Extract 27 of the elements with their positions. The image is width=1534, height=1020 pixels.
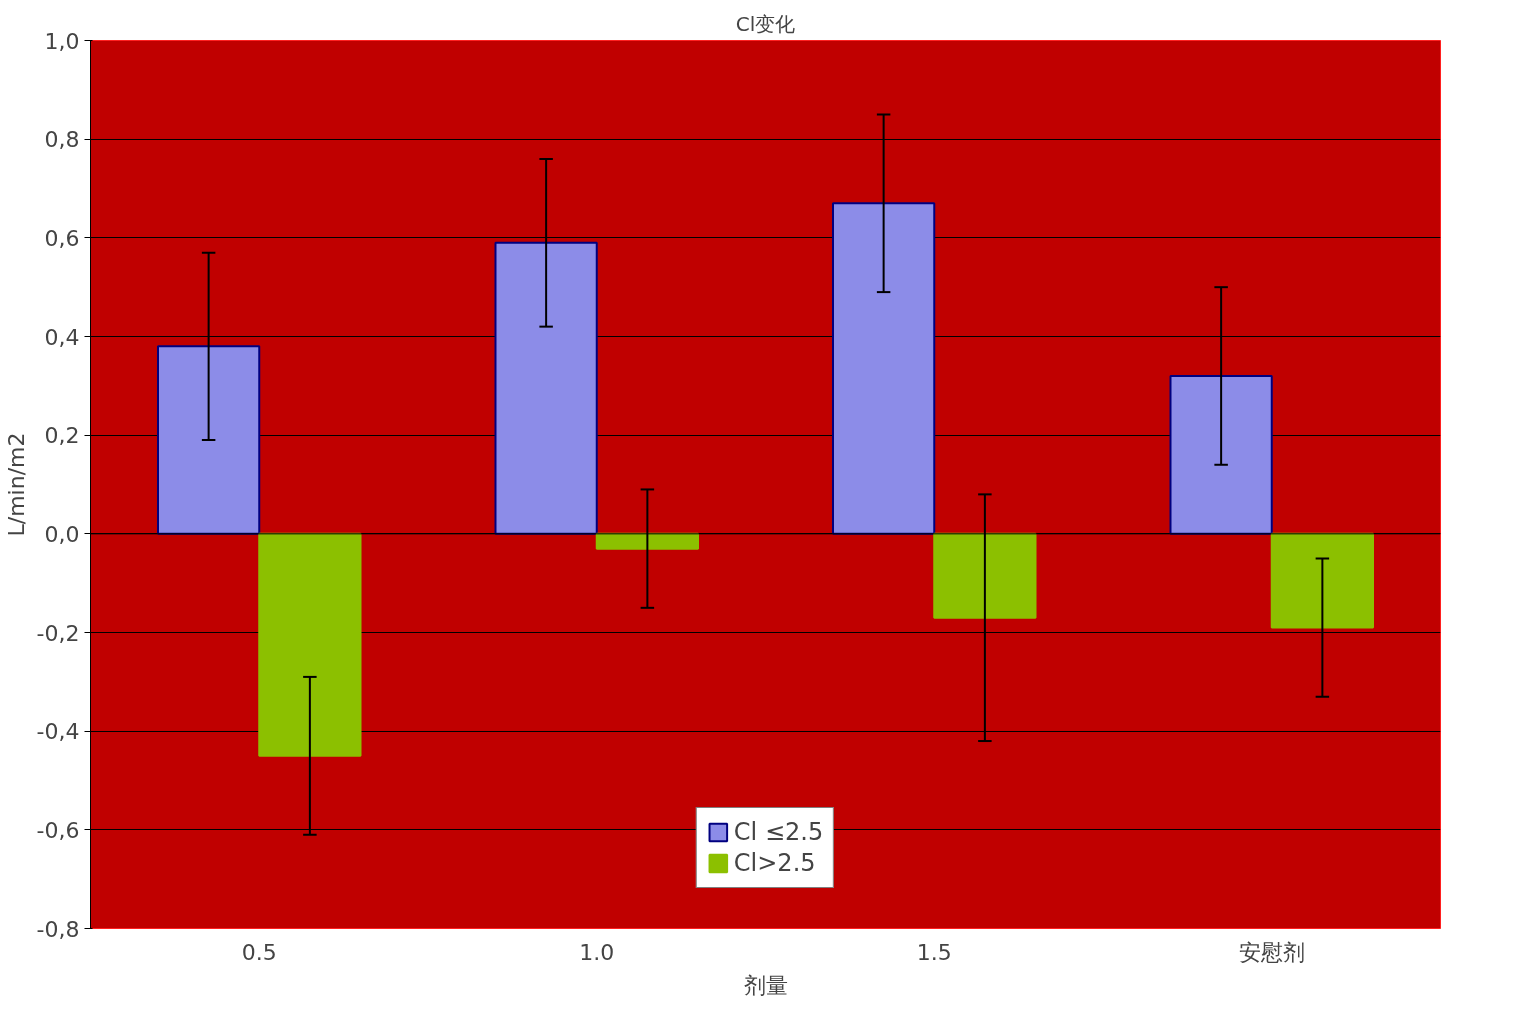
y-tick-label: 0,2 <box>44 423 80 449</box>
y-tick-label: 0,6 <box>44 225 80 251</box>
y-tick-label: 1,0 <box>44 28 80 54</box>
bar <box>832 202 936 535</box>
x-tick-label: 0.5 <box>241 939 277 965</box>
bar <box>1270 532 1374 629</box>
y-tick-label: -0,6 <box>36 817 80 843</box>
y-axis-title: L/min/m2 <box>3 432 29 537</box>
x-tick-label: 安慰剂 <box>1238 939 1305 965</box>
x-axis-title: 剂量 <box>743 972 788 998</box>
y-tick-label: -0,4 <box>36 719 80 745</box>
bar <box>1169 374 1273 535</box>
bar <box>595 532 699 550</box>
y-tick-label: 0,8 <box>44 127 80 153</box>
bar <box>157 345 261 535</box>
y-tick-label: 0,4 <box>44 324 80 350</box>
y-tick-label: 0,0 <box>44 521 80 547</box>
bar <box>494 241 598 535</box>
x-tick-label: 1.5 <box>916 939 952 965</box>
legend-label: Cl>2.5 <box>733 849 816 877</box>
y-tick-label: -0,2 <box>36 620 80 646</box>
chart-title: Cl变化 <box>735 11 796 36</box>
y-tick-label: -0,8 <box>36 916 80 942</box>
bar <box>258 532 362 757</box>
legend-label: Cl ≤2.5 <box>733 818 824 846</box>
bar <box>933 532 1037 619</box>
x-tick-label: 1.0 <box>579 939 615 965</box>
